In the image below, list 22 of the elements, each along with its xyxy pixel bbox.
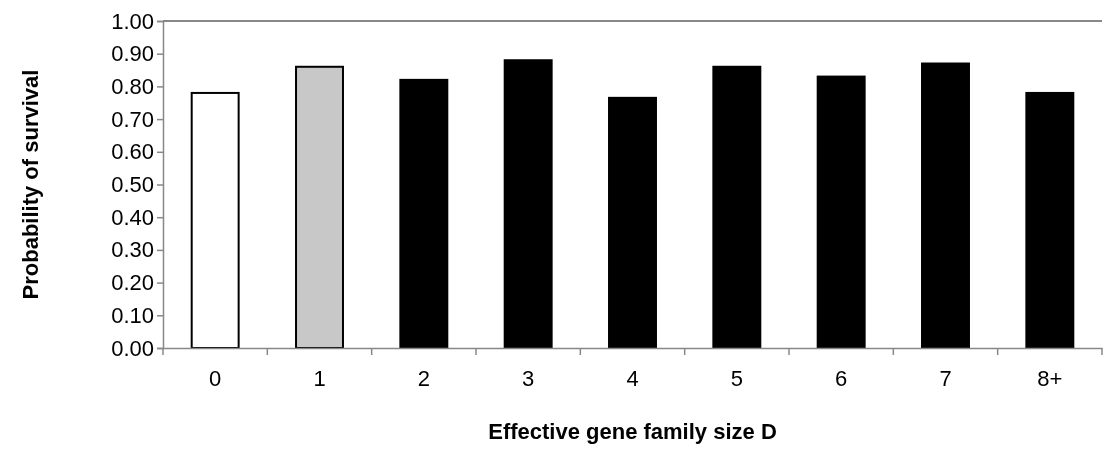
y-tick-label: 0.00	[111, 335, 154, 361]
x-tick-label: 5	[730, 366, 743, 392]
y-axis-title: Probability of survival	[18, 69, 43, 300]
x-tick-label: 1	[313, 366, 326, 392]
y-tick-label: 0.40	[111, 204, 154, 230]
y-tick-label: 0.60	[111, 139, 154, 165]
y-tick-label: 1.00	[111, 8, 154, 34]
y-tick-label: 0.10	[111, 302, 154, 328]
y-tick-label: 0.70	[111, 106, 154, 132]
x-tick-label: 6	[835, 366, 848, 392]
y-tick-label: 0.90	[111, 41, 154, 67]
y-tick-label: 0.80	[111, 73, 154, 99]
x-tick-label: 4	[626, 366, 639, 392]
x-tick-label: 0	[209, 366, 222, 392]
x-tick-label: 2	[417, 366, 430, 392]
x-tick-label: 3	[522, 366, 535, 392]
x-tick-label: 7	[939, 366, 952, 392]
y-tick-label: 0.20	[111, 270, 154, 296]
x-axis-title: Effective gene family size D	[488, 419, 777, 444]
y-tick-label: 0.50	[111, 172, 154, 198]
y-tick-label: 0.30	[111, 237, 154, 263]
x-tick-label: 8+	[1037, 366, 1063, 392]
